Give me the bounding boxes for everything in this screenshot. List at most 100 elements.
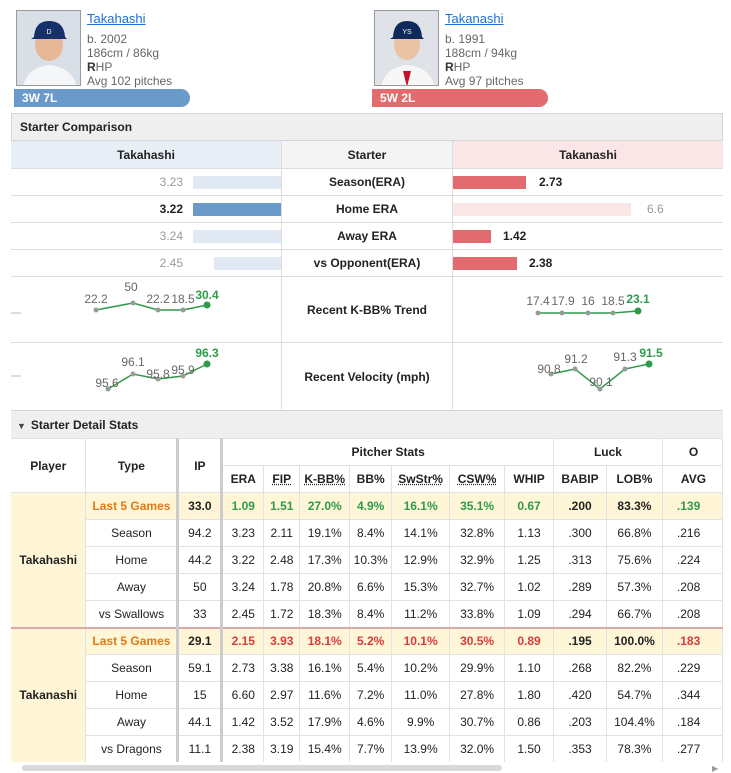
table-row: Takanashi Last 5 Games 29.1 2.15 3.93 18.1% 5.… — [11, 626, 723, 762]
col-header-left: Takahashi — [11, 141, 281, 168]
season-era-right-value: 2.73 — [539, 175, 563, 189]
table-row: Season 94.2 3.23 2.11 19.1% 8.4% 14.1% 32.8% 1.1… — [11, 519, 723, 547]
player-photo-right: YS — [374, 10, 439, 86]
stat-cell: 0.67 — [504, 492, 555, 520]
stat-cell: 11.2% — [391, 600, 451, 628]
away-era-label: Away ERA — [281, 223, 453, 249]
velo-left-label-3: 95.8 — [146, 367, 170, 381]
stat-cell: 1.09 — [504, 600, 555, 628]
stat-cell: 33.8% — [449, 600, 506, 628]
kbb-right-point-1 — [535, 310, 541, 316]
th-whip[interactable]: WHIP — [504, 465, 555, 493]
stat-cell: 9.9% — [391, 708, 451, 736]
type-cell: Season — [85, 519, 179, 547]
stat-cell: 12.9% — [391, 546, 451, 574]
th-babip[interactable]: BABIP — [553, 465, 607, 493]
stat-cell: .216 — [662, 519, 723, 547]
player-name-right-link[interactable]: Takanashi — [445, 11, 504, 26]
avg-pitches-right: Avg 97 pitches — [445, 74, 524, 88]
away-era-left-value: 3.24 — [159, 229, 183, 243]
velocity-trend-left-chart: 95.6 96.1 95.8 95.9 96.3 — [11, 346, 219, 392]
kbb-right-label-3: 16 — [581, 294, 595, 308]
player-name-left-link[interactable]: Takahashi — [87, 11, 146, 26]
velo-left-label-4: 95.9 — [171, 363, 195, 377]
detail-stats-table-scroll[interactable]: Player Type IP Pitcher Stats Luck O ERA … — [11, 438, 723, 762]
throws-right: RHP — [445, 60, 471, 74]
th-era[interactable]: ERA — [221, 465, 265, 493]
kbb-right-point-2 — [559, 310, 565, 316]
table-row: Season 59.1 2.73 3.38 16.1% 5.4% 10.2% 29.9% 1.1… — [11, 654, 723, 682]
comparison-row-home-era: 3.22 Home ERA 6.6 — [11, 196, 723, 223]
stat-cell: 19.1% — [299, 519, 351, 547]
vs-opponent-era-right-value: 2.38 — [529, 256, 553, 270]
th-kbb[interactable]: K-BB% — [299, 465, 351, 493]
stat-cell: 32.9% — [449, 546, 506, 574]
player-name-cell: Takanashi — [11, 626, 87, 762]
velo-right-label-4: 91.3 — [613, 350, 637, 364]
horizontal-scrollbar-thumb[interactable] — [22, 765, 502, 771]
stat-cell: 2.38 — [221, 735, 265, 762]
stat-cell: 2.11 — [263, 519, 301, 547]
velo-left-label-5: 96.3 — [195, 346, 219, 360]
stat-cell: 1.50 — [504, 735, 555, 762]
stat-cell: 10.3% — [349, 546, 393, 574]
stat-cell: 3.22 — [221, 546, 265, 574]
detail-title: Starter Detail Stats — [30, 418, 139, 432]
stat-cell: 3.19 — [263, 735, 301, 762]
stat-cell: 15.4% — [299, 735, 351, 762]
stat-cell: 82.2% — [606, 654, 663, 682]
th-lob[interactable]: LOB% — [606, 465, 663, 493]
stat-cell: .229 — [662, 654, 723, 682]
kbb-right-point-5 — [634, 307, 642, 315]
ip-cell: 29.1 — [176, 626, 224, 655]
away-era-right-value: 1.42 — [503, 229, 527, 243]
type-cell: Away — [85, 573, 179, 601]
th-fip[interactable]: FIP — [263, 465, 301, 493]
stat-cell: 2.97 — [263, 681, 301, 709]
type-cell: Away — [85, 708, 179, 736]
stat-cell: 1.09 — [221, 492, 265, 520]
th-csw[interactable]: CSW% — [449, 465, 506, 493]
th-luck: Luck — [553, 438, 663, 466]
stat-cell: 7.2% — [349, 681, 393, 709]
vs-opponent-era-label: vs Opponent(ERA) — [281, 250, 453, 276]
stat-cell: .420 — [553, 681, 607, 709]
svg-text:YS: YS — [402, 29, 412, 36]
stat-cell: 2.48 — [263, 546, 301, 574]
vs-opponent-era-left-value: 2.45 — [159, 256, 183, 270]
born-right: b. 1991 — [445, 32, 486, 46]
th-bb[interactable]: BB% — [349, 465, 393, 493]
stat-cell: 3.52 — [263, 708, 301, 736]
stat-cell: .300 — [553, 519, 607, 547]
comparison-row-vs-opponent-era: 2.45 vs Opponent(ERA) 2.38 — [11, 250, 723, 277]
th-swstr[interactable]: SwStr% — [391, 465, 451, 493]
velo-right-point-2 — [572, 366, 578, 372]
table-row: Away 44.1 1.42 3.52 17.9% 4.6% 9.9% 30.7% 0.86.2… — [11, 708, 723, 736]
stat-cell: 4.6% — [349, 708, 393, 736]
th-avg[interactable]: AVG — [662, 465, 723, 493]
kbb-right-point-3 — [585, 310, 591, 316]
stat-cell: 57.3% — [606, 573, 663, 601]
kbb-left-point-1 — [93, 307, 99, 313]
kbb-left-label-5: 30.4 — [195, 288, 219, 302]
stat-cell: 2.45 — [221, 600, 265, 628]
th-type: Type — [85, 438, 179, 493]
kbb-right-label-4: 18.5 — [601, 294, 625, 308]
scroll-right-arrow-icon[interactable]: ▶ — [712, 764, 719, 773]
stat-cell: 14.1% — [391, 519, 451, 547]
home-era-right-bar — [453, 203, 631, 216]
velo-right-label-1: 90.8 — [537, 362, 561, 376]
stat-cell: 32.0% — [449, 735, 506, 762]
starter-detail-stats-toggle[interactable]: ▼ Starter Detail Stats — [11, 410, 723, 438]
stat-cell: 10.1% — [391, 626, 451, 655]
stat-cell: 78.3% — [606, 735, 663, 762]
velo-right-point-3 — [597, 386, 603, 392]
kbb-left-label-3: 22.2 — [146, 292, 170, 306]
player-name-cell: Takahashi — [11, 492, 87, 628]
comparison-row-season-era: 3.23 Season(ERA) 2.73 — [11, 169, 723, 196]
stat-cell: 32.7% — [449, 573, 506, 601]
away-era-left-bar — [193, 230, 281, 243]
collapse-triangle-icon: ▼ — [17, 421, 26, 431]
detail-stats-table: Player Type IP Pitcher Stats Luck O ERA … — [11, 438, 723, 762]
stat-cell: 10.2% — [391, 654, 451, 682]
